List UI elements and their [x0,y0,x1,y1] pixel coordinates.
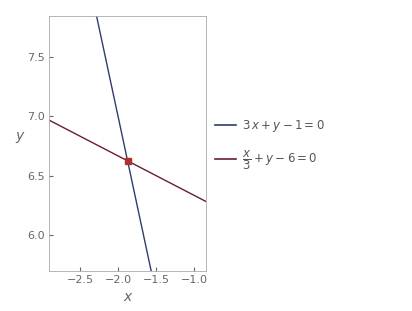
Y-axis label: y: y [16,129,24,143]
Legend: $3\,x+y-1=0$, $\dfrac{x}{3}+y-6=0$: $3\,x+y-1=0$, $\dfrac{x}{3}+y-6=0$ [215,118,325,172]
X-axis label: x: x [124,290,132,304]
